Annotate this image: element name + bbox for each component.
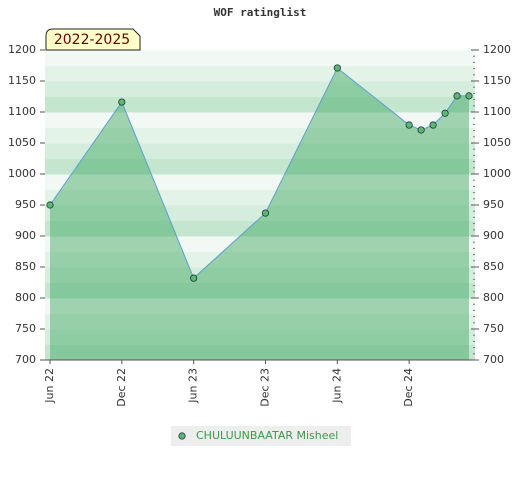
x-tick-label: Jun 23 bbox=[187, 368, 200, 404]
background-stripe bbox=[45, 236, 475, 252]
chart-title: WOF ratinglist bbox=[214, 6, 307, 19]
y-tick-label: 1150 bbox=[8, 74, 36, 87]
y-tick-label: 1050 bbox=[8, 136, 36, 149]
background-stripe bbox=[45, 282, 475, 299]
background-stripe bbox=[45, 50, 475, 66]
y2-tick-label: 1000 bbox=[483, 167, 511, 180]
point bbox=[261, 209, 270, 217]
y2-tick-label: 1150 bbox=[483, 74, 511, 87]
y2-tick-label: 800 bbox=[483, 291, 504, 304]
background-stripe bbox=[45, 189, 475, 206]
background-stripe bbox=[45, 158, 475, 175]
y2-tick-label: 1050 bbox=[483, 136, 511, 149]
y-tick-label: 950 bbox=[15, 198, 36, 211]
period-label: 2022-2025 bbox=[54, 32, 130, 48]
y-tick-label: 900 bbox=[15, 229, 36, 242]
y2-tick-label: 750 bbox=[483, 322, 504, 335]
point bbox=[118, 98, 126, 106]
period-box bbox=[45, 28, 141, 51]
point bbox=[46, 201, 54, 209]
background-stripe bbox=[45, 65, 475, 82]
y-tick-label: 1100 bbox=[8, 105, 36, 118]
area bbox=[50, 67, 469, 360]
point bbox=[465, 92, 473, 100]
y-tick-label: 850 bbox=[15, 260, 36, 273]
x-tick-label: Dec 24 bbox=[402, 368, 415, 407]
y-tick-label: 1200 bbox=[8, 43, 36, 56]
background-stripe bbox=[45, 329, 475, 345]
background-stripe bbox=[45, 251, 475, 268]
y2-tick-label: 900 bbox=[483, 229, 504, 242]
y-tick-label: 750 bbox=[15, 322, 36, 335]
y-tick-label: 800 bbox=[15, 291, 36, 304]
y-tick-label: 1000 bbox=[8, 167, 36, 180]
background-stripe bbox=[45, 112, 475, 128]
point bbox=[405, 121, 413, 129]
legend-label: CHULUUNBAATAR Misheel bbox=[196, 429, 338, 442]
background-stripe bbox=[45, 143, 475, 159]
background-stripe bbox=[45, 344, 475, 361]
plot-area bbox=[45, 50, 475, 361]
background-stripe bbox=[45, 313, 475, 330]
point bbox=[190, 274, 198, 282]
y-tick-label: 700 bbox=[15, 353, 36, 366]
legend-marker bbox=[178, 432, 186, 440]
point bbox=[441, 109, 449, 117]
background-stripe bbox=[45, 96, 475, 113]
point bbox=[333, 64, 341, 72]
x-tick-label: Jun 24 bbox=[330, 368, 343, 404]
y2-tick-label: 700 bbox=[483, 353, 504, 366]
background-stripe bbox=[45, 220, 475, 237]
background-stripe bbox=[45, 81, 475, 97]
background-stripe bbox=[45, 205, 475, 221]
legend bbox=[171, 426, 351, 446]
y2-tick-label: 1100 bbox=[483, 105, 511, 118]
background-stripe bbox=[45, 298, 475, 314]
x-tick-label: Dec 22 bbox=[115, 368, 128, 407]
y2-tick-label: 1200 bbox=[483, 43, 511, 56]
y2-tick-label: 850 bbox=[483, 260, 504, 273]
background-stripe bbox=[45, 267, 475, 283]
background-stripe bbox=[45, 127, 475, 144]
y2-tick-label: 950 bbox=[483, 198, 504, 211]
point bbox=[453, 92, 461, 100]
x-tick-label: Dec 23 bbox=[258, 368, 271, 407]
point bbox=[429, 121, 437, 129]
x-tick-label: Jun 22 bbox=[43, 368, 56, 404]
point bbox=[417, 126, 425, 134]
